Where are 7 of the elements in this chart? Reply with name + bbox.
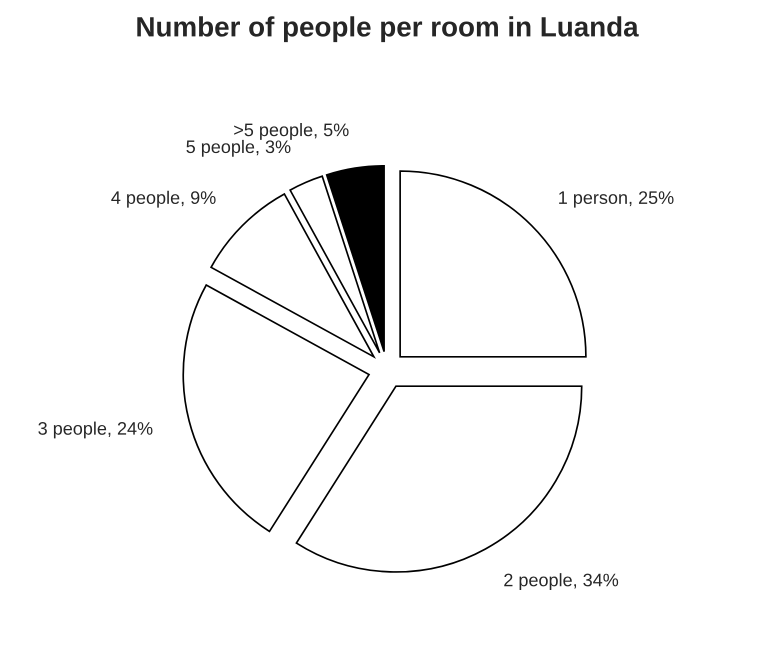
slice-label: 2 people, 34% [504, 573, 618, 590]
slice-label: 5 people, 3% [186, 140, 290, 157]
slice-label: 4 people, 9% [111, 190, 216, 208]
slice-label: >5 people, 5% [234, 123, 349, 140]
slice-label: 1 person, 25% [559, 191, 674, 208]
slice-label: 3 people, 24% [38, 422, 152, 438]
chart-title: Number of people per room in Luanda [137, 16, 639, 42]
